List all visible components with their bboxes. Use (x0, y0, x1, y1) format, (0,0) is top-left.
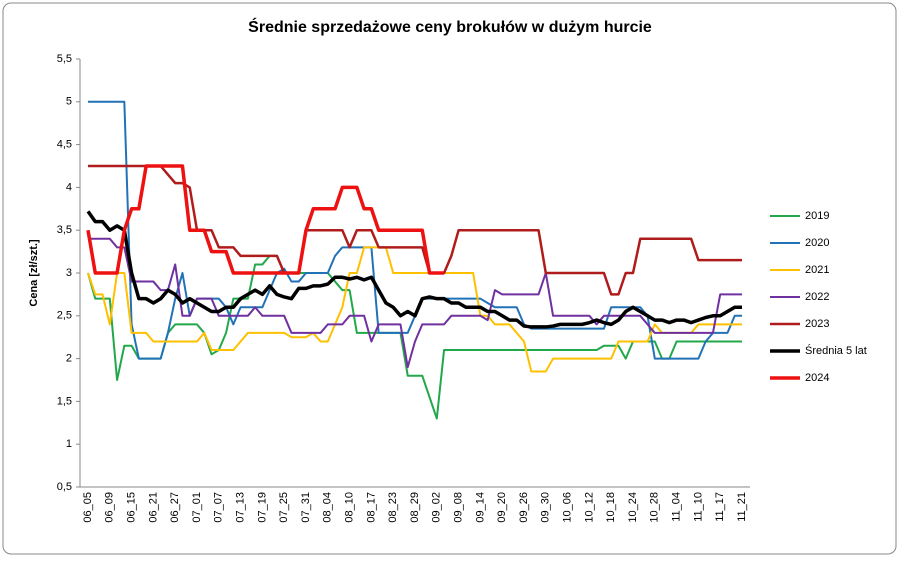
x-tick-label: 09_02 (431, 492, 443, 523)
x-tick-label: 09_30 (540, 492, 552, 523)
x-tick-label: 11_04 (671, 492, 683, 522)
y-tick-label: 2,5 (57, 310, 72, 322)
series-line (86, 210, 742, 329)
series-line (88, 237, 742, 369)
x-tick-label: 07_01 (191, 492, 203, 523)
chart-border (2, 2, 897, 555)
series-line (87, 246, 742, 373)
x-tick-label: 07_25 (278, 492, 290, 523)
y-tick-label: 4,5 (57, 139, 72, 151)
x-tick-label: 10_12 (583, 492, 595, 523)
x-tick-label: 06_27 (169, 492, 181, 523)
x-tick-label: 08_04 (322, 492, 334, 523)
legend-label: 2024 (805, 372, 829, 384)
x-tick-label: 11_10 (692, 492, 704, 522)
legend-label: 2023 (805, 318, 829, 330)
x-tick-label: 09_20 (496, 492, 508, 523)
x-tick-label: 08_23 (387, 492, 399, 523)
x-tick-label: 06_21 (147, 492, 159, 523)
y-tick-label: 0,5 (57, 481, 72, 493)
x-tick-label: 10_28 (649, 492, 661, 523)
x-tick-label: 08_10 (344, 492, 356, 523)
legend-label: 2021 (805, 264, 829, 276)
y-tick-label: 1,5 (57, 395, 72, 407)
x-tick-label: 10_24 (627, 492, 639, 523)
x-tick-label: 10_18 (605, 492, 617, 523)
x-tick-label: 10_06 (562, 492, 574, 523)
y-axis-label: Cena [zł/szt.] (28, 239, 40, 307)
y-tick-label: 4 (66, 181, 72, 193)
x-tick-label: 11_17 (714, 492, 726, 522)
x-tick-label: 08_17 (365, 492, 377, 523)
x-tick-label: 07_13 (235, 492, 247, 523)
x-tick-label: 08_29 (409, 492, 421, 523)
x-tick-label: 07_31 (300, 492, 312, 523)
chart-title: Średnie sprzedażowe ceny brokułów w duży… (248, 17, 652, 36)
x-tick-label: 06_09 (104, 492, 116, 523)
x-tick-label: 06_05 (82, 492, 94, 523)
x-tick-label: 09_14 (474, 492, 486, 523)
y-tick-label: 3 (66, 267, 72, 279)
x-tick-label: 07_07 (213, 492, 225, 523)
x-tick-label: 07_19 (256, 492, 268, 523)
legend-label: 2020 (805, 237, 829, 249)
x-tick-label: 11_21 (736, 492, 748, 522)
x-tick-label: 09_08 (453, 492, 465, 523)
x-tick-label: 06_15 (126, 492, 138, 523)
y-tick-label: 2 (66, 353, 72, 365)
y-tick-label: 5 (66, 96, 72, 108)
y-tick-label: 5,5 (57, 53, 72, 65)
x-tick-label: 09_26 (518, 492, 530, 523)
series-line (86, 164, 445, 275)
legend-label: 2022 (805, 291, 829, 303)
legend-label: Średnia 5 lat (805, 344, 867, 357)
y-tick-label: 3,5 (57, 224, 72, 236)
legend-label: 2019 (805, 210, 829, 222)
y-tick-label: 1 (66, 438, 72, 450)
